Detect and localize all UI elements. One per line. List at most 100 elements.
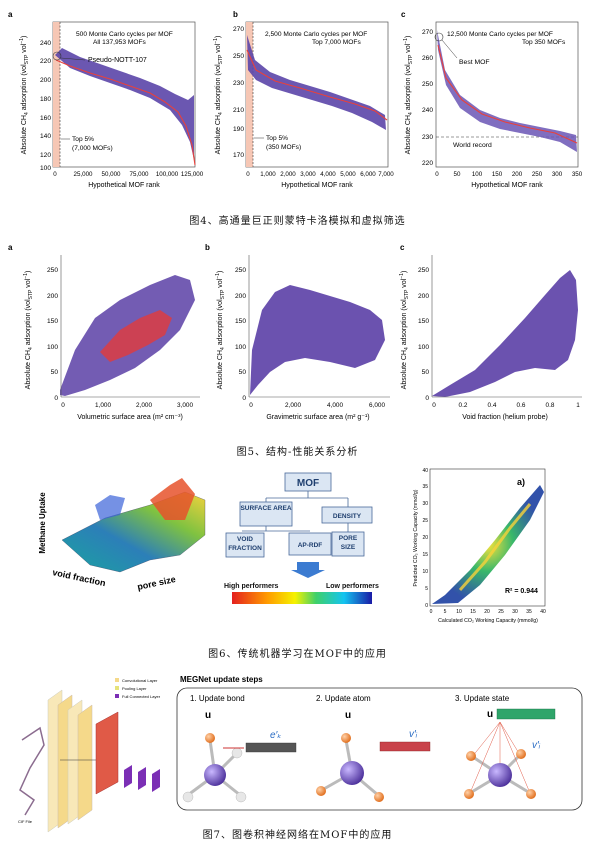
panel-title-1: 500 Monte Carlo cycles per MOF bbox=[76, 31, 173, 38]
node-aprdf-label: AP-RDF bbox=[298, 542, 323, 549]
neighbor-atom bbox=[516, 749, 526, 759]
x-ticks: 0 5 10 15 20 25 30 35 40 bbox=[430, 609, 546, 615]
y-tick: 230 bbox=[233, 80, 244, 87]
y-tick: 50 bbox=[422, 369, 430, 376]
fig4-panel-c: c Best MOF 12,500 Monte Carlo cycles per… bbox=[401, 10, 583, 189]
u-symbol: u bbox=[205, 710, 211, 721]
neighbor-atom bbox=[316, 786, 326, 796]
neighbor-atom bbox=[466, 751, 476, 761]
x-tick: 5,000 bbox=[340, 171, 356, 178]
x-label: Gravimetric surface area (m² g⁻¹) bbox=[266, 414, 369, 421]
x-label: Hypothetical MOF rank bbox=[471, 182, 543, 189]
x-label: Void fraction (helium probe) bbox=[462, 414, 548, 421]
annotation-leader bbox=[441, 39, 458, 59]
x-tick: 300 bbox=[552, 171, 563, 178]
x-tick: 15 bbox=[470, 609, 476, 615]
x-ticks: 0 25,000 50,000 75,000 100,000 125,000 bbox=[53, 171, 203, 178]
y-tick: 15 bbox=[422, 552, 428, 558]
y-tick: 40 bbox=[422, 468, 428, 474]
x-tick: 35 bbox=[526, 609, 532, 615]
x-tick: 100 bbox=[472, 171, 483, 178]
fig5-panel-b: b 250 200 150 100 50 0 0 2,000 4,000 6,0… bbox=[205, 243, 390, 421]
y-label: Absolute CH4 adsorption (volSTP vol−1) bbox=[399, 271, 410, 390]
high-density-ridge bbox=[458, 503, 532, 591]
y-tick: 0 bbox=[425, 603, 428, 609]
top5-shade bbox=[53, 22, 60, 167]
scatter-band bbox=[437, 30, 577, 152]
y-tick: 150 bbox=[418, 318, 429, 325]
x-tick: 10 bbox=[456, 609, 462, 615]
y-tick: 100 bbox=[47, 344, 58, 351]
y-tick: 250 bbox=[422, 81, 433, 88]
y-label: Absolute CH4 adsorption (volSTP vol−1) bbox=[19, 36, 30, 155]
fc-layer-1 bbox=[124, 765, 132, 788]
state-feature-vector bbox=[496, 708, 556, 720]
y-tick: 0 bbox=[425, 395, 429, 402]
x-tick: 3,000 bbox=[177, 402, 193, 409]
mean-curve bbox=[437, 44, 578, 144]
panel-letter: b bbox=[233, 10, 238, 19]
scatter-band bbox=[55, 48, 194, 160]
megnet-diagram: MEGNet update steps 1. Update bond u e′ₖ… bbox=[176, 675, 583, 811]
legend-item: Convolutional Layer bbox=[122, 678, 158, 683]
x-label: Calculated CO₂ Working Capacity (mmol/g) bbox=[438, 618, 538, 624]
node-density bbox=[321, 506, 373, 524]
y-tick: 100 bbox=[235, 344, 246, 351]
step-3-title: 3. Update state bbox=[455, 694, 510, 703]
y-tick: 200 bbox=[418, 293, 429, 300]
x-label: Volumetric surface area (m² cm⁻³) bbox=[77, 414, 183, 421]
top5-shade bbox=[246, 22, 253, 167]
y-tick: 220 bbox=[40, 58, 51, 65]
x-tick: 25 bbox=[498, 609, 504, 615]
panel-letter: a bbox=[8, 243, 13, 252]
y-tick: 200 bbox=[47, 293, 58, 300]
y-tick: 35 bbox=[422, 484, 428, 490]
scatter-cloud bbox=[432, 270, 578, 397]
y-tick: 240 bbox=[422, 107, 433, 114]
y-tick: 0 bbox=[242, 395, 246, 402]
y-tick: 150 bbox=[47, 318, 58, 325]
top-label-1: Top 5% bbox=[266, 135, 288, 142]
y-tick: 160 bbox=[40, 115, 51, 122]
r-squared: R² = 0.944 bbox=[505, 588, 538, 595]
central-atom bbox=[488, 763, 512, 787]
legend: Convolutional Layer Pooling Layer Full C… bbox=[115, 678, 161, 699]
fc-layer-2 bbox=[138, 767, 146, 790]
pseudo-nott-marker bbox=[52, 51, 62, 61]
x-tick: 0 bbox=[246, 171, 250, 178]
down-arrow-icon bbox=[291, 562, 325, 578]
mof-structure bbox=[19, 726, 45, 816]
y-label: Absolute CH4 adsorption (volSTP vol−1) bbox=[23, 271, 34, 390]
panel-title-2: All 137,953 MOFs bbox=[93, 39, 146, 46]
y-ticks: 270 250 230 210 190 170 bbox=[233, 26, 244, 159]
v-prime-symbol: v′ᵢ bbox=[532, 740, 541, 751]
neighbor-atom bbox=[182, 791, 194, 803]
panel-letter: b bbox=[205, 243, 210, 252]
node-pore-size bbox=[331, 531, 365, 557]
y-label: Absolute CH4 adsorption (volSTP vol−1) bbox=[215, 271, 226, 390]
node-aprdf bbox=[288, 532, 332, 556]
x-tick: 50,000 bbox=[102, 171, 121, 178]
y-tick: 100 bbox=[40, 165, 51, 172]
pooling-layer bbox=[95, 711, 119, 795]
x-tick: 2,000 bbox=[285, 402, 301, 409]
feature-tree: MOF SURFACE AREA DENSITY VOID FRACTION A… bbox=[224, 472, 379, 604]
y-tick: 200 bbox=[40, 77, 51, 84]
y-ticks: 240 220 200 180 160 140 120 100 bbox=[40, 40, 51, 172]
x-label: Hypothetical MOF rank bbox=[281, 182, 353, 189]
x-tick: 0 bbox=[435, 171, 439, 178]
top-label-1: Top 5% bbox=[72, 136, 94, 143]
panel-title-1: 2,500 Monte Carlo cycles per MOF bbox=[265, 31, 367, 38]
neighbor-atom bbox=[205, 733, 215, 743]
v-prime-symbol: v′ᵢ bbox=[409, 729, 418, 740]
x-tick: 0.4 bbox=[488, 402, 497, 409]
panel-title-2: Top 7,000 MOFs bbox=[312, 39, 361, 46]
low-performers-label: Low performers bbox=[326, 583, 379, 590]
x-tick: 1,000 bbox=[95, 402, 111, 409]
node-void-fraction bbox=[225, 532, 265, 558]
x-tick: 200 bbox=[512, 171, 523, 178]
atom-feature-vector bbox=[379, 741, 431, 752]
x-tick: 2,000 bbox=[280, 171, 296, 178]
y-tick: 230 bbox=[422, 134, 433, 141]
